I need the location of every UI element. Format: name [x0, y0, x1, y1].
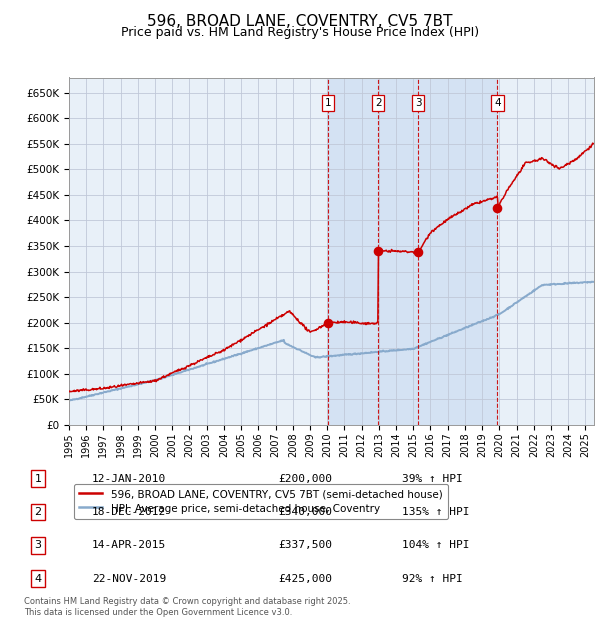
- Legend: 596, BROAD LANE, COVENTRY, CV5 7BT (semi-detached house), HPI: Average price, se: 596, BROAD LANE, COVENTRY, CV5 7BT (semi…: [74, 484, 448, 519]
- Text: Contains HM Land Registry data © Crown copyright and database right 2025.
This d: Contains HM Land Registry data © Crown c…: [24, 598, 350, 617]
- Text: 2: 2: [375, 98, 382, 108]
- Bar: [328, 78, 497, 425]
- Text: £200,000: £200,000: [278, 474, 332, 484]
- Text: £340,000: £340,000: [278, 507, 332, 517]
- Text: 22-NOV-2019: 22-NOV-2019: [92, 574, 166, 583]
- Text: 596, BROAD LANE, COVENTRY, CV5 7BT: 596, BROAD LANE, COVENTRY, CV5 7BT: [147, 14, 453, 29]
- Text: 39% ↑ HPI: 39% ↑ HPI: [402, 474, 463, 484]
- Text: 3: 3: [415, 98, 421, 108]
- Text: 135% ↑ HPI: 135% ↑ HPI: [402, 507, 469, 517]
- Point: [373, 246, 383, 256]
- Text: 18-DEC-2012: 18-DEC-2012: [92, 507, 166, 517]
- Text: 2: 2: [35, 507, 41, 517]
- Point: [493, 203, 502, 213]
- Text: 12-JAN-2010: 12-JAN-2010: [92, 474, 166, 484]
- Text: 4: 4: [35, 574, 41, 583]
- Point: [323, 317, 332, 327]
- Text: £425,000: £425,000: [278, 574, 332, 583]
- Text: 104% ↑ HPI: 104% ↑ HPI: [402, 540, 469, 550]
- Text: 92% ↑ HPI: 92% ↑ HPI: [402, 574, 463, 583]
- Text: 1: 1: [325, 98, 331, 108]
- Text: 14-APR-2015: 14-APR-2015: [92, 540, 166, 550]
- Text: 1: 1: [35, 474, 41, 484]
- Text: 4: 4: [494, 98, 501, 108]
- Text: Price paid vs. HM Land Registry's House Price Index (HPI): Price paid vs. HM Land Registry's House …: [121, 26, 479, 39]
- Text: £337,500: £337,500: [278, 540, 332, 550]
- Point: [413, 247, 423, 257]
- Text: 3: 3: [35, 540, 41, 550]
